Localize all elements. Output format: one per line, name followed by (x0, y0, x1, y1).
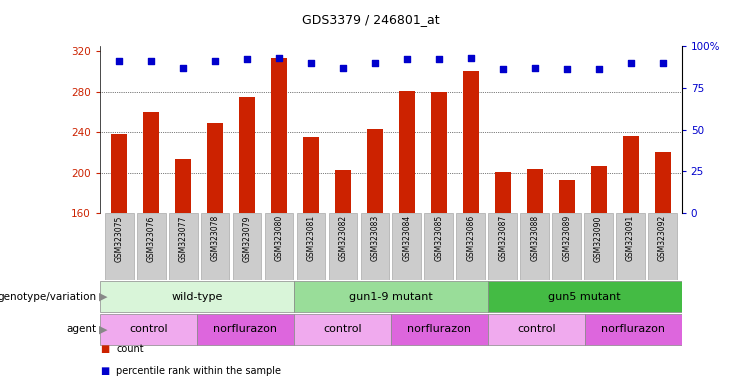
Bar (463, 71, 479, 213)
Text: ■: ■ (100, 344, 109, 354)
Point (401, 56, 413, 63)
Bar (137, 213, 165, 280)
Bar (399, 91, 415, 213)
Text: GSM323075: GSM323075 (115, 215, 124, 262)
Bar (197, 314, 294, 345)
Point (593, 66, 605, 73)
Bar (271, 58, 287, 213)
Bar (169, 213, 198, 280)
Bar (648, 213, 677, 280)
Point (145, 58, 157, 64)
Text: wild-type: wild-type (171, 291, 222, 302)
Bar (303, 137, 319, 213)
Text: GSM323087: GSM323087 (498, 215, 508, 262)
Text: GSM323086: GSM323086 (466, 215, 475, 262)
Bar (367, 129, 383, 213)
Text: GSM323081: GSM323081 (307, 215, 316, 261)
Bar (104, 213, 133, 280)
Bar (294, 281, 488, 312)
Point (209, 58, 221, 64)
Bar (425, 213, 453, 280)
Text: GSM323085: GSM323085 (434, 215, 443, 262)
Text: ▶: ▶ (99, 291, 107, 302)
Bar (111, 134, 127, 213)
Text: GSM323077: GSM323077 (179, 215, 187, 262)
Point (337, 65, 349, 71)
Text: GSM323088: GSM323088 (531, 215, 539, 261)
Bar (591, 166, 607, 213)
Text: control: control (323, 324, 362, 334)
Text: GSM323083: GSM323083 (370, 215, 379, 262)
Bar (488, 281, 682, 312)
Bar (233, 213, 262, 280)
Text: GSM323082: GSM323082 (339, 215, 348, 261)
Point (465, 55, 476, 61)
Text: GSM323079: GSM323079 (242, 215, 251, 262)
Bar (239, 97, 255, 213)
Bar (207, 123, 223, 213)
Bar (265, 213, 293, 280)
Text: GDS3379 / 246801_at: GDS3379 / 246801_at (302, 13, 439, 26)
Text: norflurazon: norflurazon (601, 324, 665, 334)
Text: GSM323092: GSM323092 (658, 215, 667, 262)
Text: norflurazon: norflurazon (213, 324, 277, 334)
Point (657, 60, 668, 66)
Bar (100, 314, 197, 345)
Text: gun1-9 mutant: gun1-9 mutant (349, 291, 433, 302)
Bar (527, 169, 542, 213)
Text: GSM323091: GSM323091 (626, 215, 635, 262)
Point (433, 56, 445, 63)
Point (177, 65, 189, 71)
Bar (391, 314, 488, 345)
Text: ▶: ▶ (99, 324, 107, 334)
Bar (559, 180, 575, 213)
Bar (431, 92, 447, 213)
Text: control: control (129, 324, 167, 334)
Bar (552, 213, 581, 280)
Point (496, 66, 508, 73)
Text: norflurazon: norflurazon (408, 324, 471, 334)
Bar (393, 213, 421, 280)
Bar (622, 136, 639, 213)
Point (625, 60, 637, 66)
Bar (488, 314, 585, 345)
Text: GSM323080: GSM323080 (274, 215, 284, 262)
Text: count: count (116, 344, 144, 354)
Text: genotype/variation: genotype/variation (0, 291, 96, 302)
Point (241, 56, 253, 63)
Point (561, 66, 573, 73)
Bar (361, 213, 389, 280)
Text: percentile rank within the sample: percentile rank within the sample (116, 366, 282, 376)
Text: control: control (517, 324, 556, 334)
Bar (294, 314, 391, 345)
Text: GSM323076: GSM323076 (147, 215, 156, 262)
Bar (495, 172, 511, 213)
Bar (175, 159, 191, 213)
Point (305, 60, 317, 66)
Bar (456, 213, 485, 280)
Point (369, 60, 381, 66)
Text: GSM323078: GSM323078 (210, 215, 219, 262)
Text: gun5 mutant: gun5 mutant (548, 291, 621, 302)
Bar (328, 213, 357, 280)
Bar (488, 213, 517, 280)
Bar (585, 314, 682, 345)
Bar (520, 213, 549, 280)
Text: GSM323089: GSM323089 (562, 215, 571, 262)
Text: ■: ■ (100, 366, 109, 376)
Bar (201, 213, 230, 280)
Point (273, 55, 285, 61)
Point (529, 65, 541, 71)
Bar (654, 152, 671, 213)
Point (113, 58, 125, 64)
Bar (296, 213, 325, 280)
Text: GSM323084: GSM323084 (402, 215, 411, 262)
Bar (100, 281, 294, 312)
Bar (143, 112, 159, 213)
Bar (617, 213, 645, 280)
Bar (584, 213, 613, 280)
Text: agent: agent (66, 324, 96, 334)
Bar (335, 170, 351, 213)
Text: GSM323090: GSM323090 (594, 215, 603, 262)
